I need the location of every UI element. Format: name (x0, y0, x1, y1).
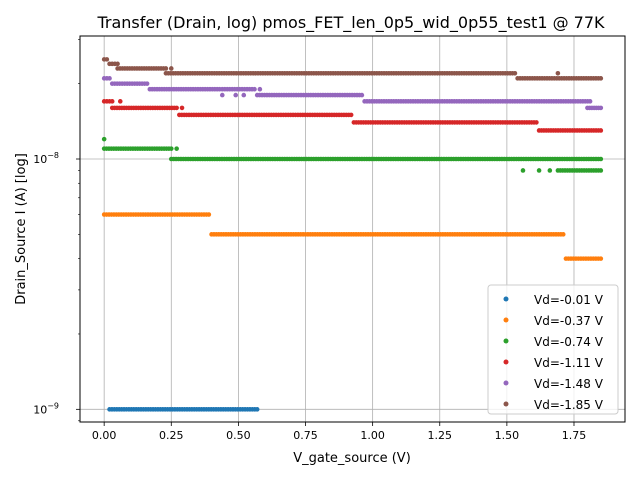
data-point (233, 92, 239, 98)
legend: Vd=-0.01 V Vd=-0.37 V Vd=-0.74 V Vd=-1.11 V… (487, 284, 619, 415)
data-point (163, 66, 169, 71)
data-point (598, 256, 604, 261)
data-point (359, 92, 365, 98)
data-point (104, 57, 110, 62)
x-tick-label: 0.75 (293, 429, 318, 442)
data-point (520, 168, 526, 173)
legend-label: Vd=-0.74 V (534, 335, 604, 349)
data-point (179, 105, 185, 111)
x-tick-label: 0.00 (92, 429, 117, 442)
data-point (587, 99, 593, 104)
legend-marker (503, 317, 509, 323)
data-point (598, 156, 604, 162)
data-point (101, 136, 107, 142)
data-point (168, 146, 174, 151)
axis-ticks: 0.00 0.25 0.50 0.75 1.00 1.25 1.50 1.75 10−9 10−8 (33, 39, 587, 442)
legend-marker (503, 359, 509, 365)
data-point (257, 86, 263, 92)
data-point (598, 105, 604, 111)
series-2 (101, 212, 604, 261)
legend-marker (503, 338, 509, 344)
legend-marker (503, 401, 509, 407)
legend-box (487, 284, 619, 415)
data-point (534, 120, 539, 125)
data-point (174, 146, 179, 151)
y-axis-label: Drain_Source I (A) [log] (14, 153, 29, 305)
y-tick-label: 10−8 (33, 151, 59, 166)
data-point (117, 99, 123, 104)
legend-marker (503, 296, 509, 302)
legend-label: Vd=-0.37 V (534, 314, 604, 328)
data-point (512, 70, 518, 76)
x-tick-label: 0.50 (226, 429, 251, 442)
legend-label: Vd=-1.85 V (534, 398, 604, 412)
x-tick-label: 1.75 (562, 429, 587, 442)
plot-frame (79, 35, 626, 423)
x-tick-label: 1.00 (360, 429, 385, 442)
data-point (168, 66, 174, 71)
legend-marker (503, 380, 509, 386)
data-point (115, 61, 120, 67)
legend-label: Vd=-1.48 V (534, 377, 604, 391)
x-tick-label: 1.50 (495, 429, 520, 442)
series-5 (101, 76, 604, 111)
series-3 (101, 136, 604, 173)
data-point (560, 232, 566, 237)
x-tick-label: 0.25 (159, 429, 184, 442)
data-point (536, 168, 542, 173)
data-point (241, 92, 247, 98)
data-point (107, 76, 112, 81)
data-point (598, 76, 604, 81)
data-point (348, 112, 354, 118)
data-point (144, 81, 150, 86)
x-tick-label: 1.25 (428, 429, 453, 442)
series-1 (107, 407, 260, 412)
data-point (109, 99, 115, 104)
data-point (598, 168, 604, 173)
legend-label: Vd=-0.01 V (534, 293, 604, 307)
x-axis-label: V_gate_source (V) (293, 451, 411, 466)
y-tick-label: 10−9 (33, 401, 59, 416)
data-point (555, 70, 561, 76)
data-point (547, 168, 553, 173)
data-point (598, 128, 604, 133)
data-point (206, 212, 212, 217)
data-point (254, 407, 260, 412)
series-4 (101, 99, 604, 133)
series-6 (101, 57, 604, 81)
data-series (101, 57, 604, 412)
legend-label: Vd=-1.11 V (534, 356, 604, 370)
data-point (174, 105, 179, 111)
chart-title: Transfer (Drain, log) pmos_FET_len_0p5_w… (96, 13, 605, 33)
data-point (252, 86, 257, 92)
data-point (219, 92, 225, 98)
